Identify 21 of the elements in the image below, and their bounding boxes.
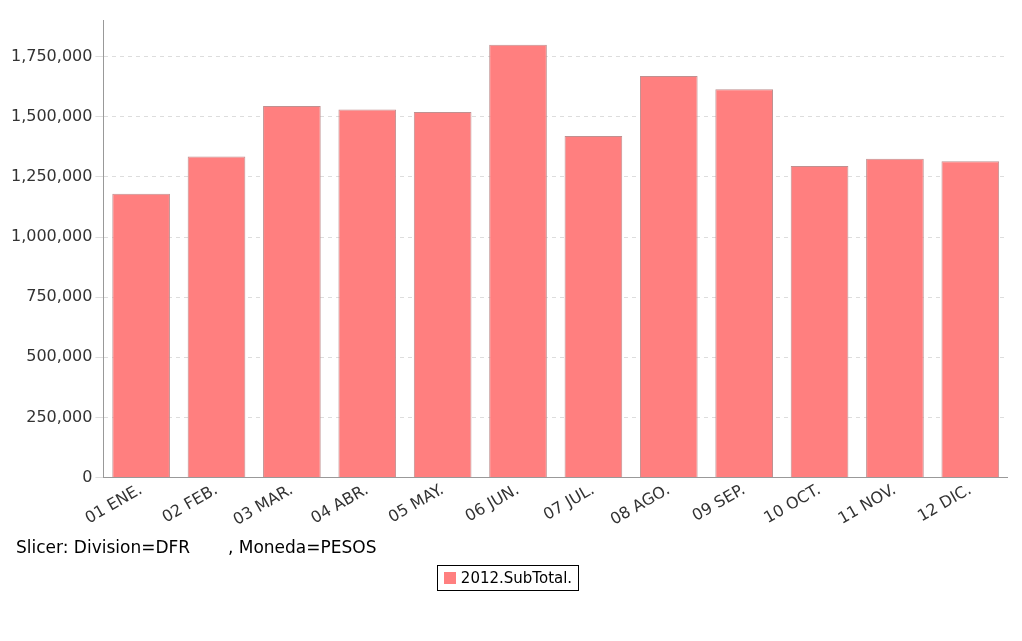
y-tick-label: 0	[82, 466, 93, 486]
y-tick-label: 1,500,000	[10, 105, 93, 125]
x-tick-label: 02 FEB.	[158, 479, 221, 527]
x-tick-label: 03 MAR.	[229, 479, 296, 529]
x-tick-label: 10 OCT.	[760, 479, 824, 527]
y-tick-label: 1,000,000	[10, 226, 93, 246]
x-tick-label: 08 AGO.	[606, 479, 673, 529]
x-tick-label: 12 DIC.	[914, 479, 975, 526]
x-tick-label: 05 MAY.	[384, 479, 447, 527]
y-tick-label: 1,750,000	[10, 45, 93, 65]
y-tick-label: 250,000	[26, 406, 93, 426]
x-tick-label: 06 JUN.	[461, 479, 523, 526]
x-tick-label: 04 ABR.	[307, 479, 372, 528]
x-tick-label: 11 NOV.	[834, 479, 900, 528]
y-tick-label: 1,250,000	[10, 166, 93, 186]
y-tick-label: 750,000	[26, 286, 93, 306]
x-tick-label: 07 JUL.	[539, 479, 598, 524]
y-tick-label: 500,000	[26, 346, 93, 366]
x-tick-label: 09 SEP.	[688, 479, 749, 525]
text: Slicer: Division=DFR , Moneda=PESOS	[16, 537, 378, 557]
legend-label: 2012.SubTotal.	[460, 569, 573, 587]
